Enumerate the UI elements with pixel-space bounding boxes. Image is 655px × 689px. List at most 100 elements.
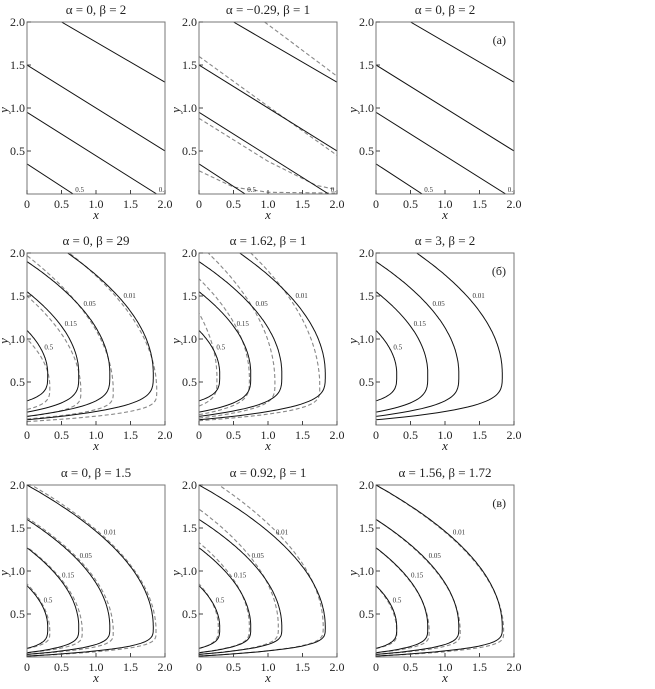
y-tick-label: 0.5 <box>182 607 197 621</box>
y-tick-label: 1.0 <box>359 101 374 115</box>
y-tick-label: 2.0 <box>182 246 197 260</box>
y-tick-label: 1.5 <box>10 521 25 535</box>
panel-title: α = 1.62, β = 1 <box>230 233 307 248</box>
contour-label: 0.15 <box>234 571 247 579</box>
solid-contour-0.01 <box>199 253 326 421</box>
contour-label: 0.05 <box>433 300 446 308</box>
contour-label: 0.15 <box>65 320 78 328</box>
panel-title: α = 0, β = 2 <box>66 2 127 17</box>
x-tick-label: 2.0 <box>158 197 173 211</box>
contour-label: 0.5 <box>44 596 53 604</box>
plot-area: 0.5 0.15 0.05 0.01 <box>199 485 326 657</box>
plot-area: 0.5 0.15 0.05 0.01 <box>199 22 352 194</box>
x-axis-label: x <box>264 670 271 684</box>
solid-contour-0.01 <box>199 485 326 657</box>
y-tick-label: 1.0 <box>182 101 197 115</box>
dashed-contour-0.05 <box>199 253 276 419</box>
x-axis-label: x <box>441 670 448 684</box>
dashed-contour-0.5 <box>27 583 51 649</box>
contour-label: 0.01 <box>339 74 352 82</box>
contour-label: 0.05 <box>252 552 265 560</box>
solid-contour-0.01 <box>233 22 337 83</box>
solid-contour-0.5 <box>27 163 74 194</box>
contour-label: 0.01 <box>516 74 529 82</box>
y-axis-label: y <box>168 570 183 578</box>
dashed-contour-0.01 <box>27 485 157 657</box>
x-tick-label: 1.5 <box>472 660 487 674</box>
contour-label: 0.05 <box>429 552 442 560</box>
solid-contour-0.5 <box>376 585 398 649</box>
x-tick-label: 1.5 <box>472 197 487 211</box>
contour-label: 0.5 <box>75 186 84 194</box>
x-axis-label: x <box>264 207 271 222</box>
chart-panel-5: α = 1.62, β = 1 0.5 0.15 0.05 0.01 0 0.5 1.0 1.5… <box>168 233 345 453</box>
y-tick-label: 1.5 <box>359 58 374 72</box>
plot-area: 0.5 0.15 0.05 0.01 <box>199 253 326 422</box>
x-tick-label: 1.5 <box>295 197 310 211</box>
x-tick-label: 1.5 <box>295 428 310 442</box>
y-tick-label: 2.0 <box>359 478 374 492</box>
x-tick-label: 0 <box>373 660 379 674</box>
solid-contour-0.05 <box>27 518 111 655</box>
solid-contour-0.01 <box>27 485 154 657</box>
x-tick-label: 1.5 <box>123 197 138 211</box>
solid-contour-0.05 <box>27 64 165 152</box>
contour-label: 0.5 <box>216 344 225 352</box>
x-tick-label: 2.0 <box>158 428 173 442</box>
y-tick-label: 2.0 <box>10 246 25 260</box>
x-tick-label: 0 <box>24 660 30 674</box>
solid-contour-0.15 <box>376 547 429 654</box>
y-tick-label: 2.0 <box>10 15 25 29</box>
dashed-contour-0.05 <box>376 518 461 655</box>
x-tick-label: 0.5 <box>54 197 69 211</box>
x-axis-label: x <box>92 207 99 222</box>
y-tick-label: 1.5 <box>182 58 197 72</box>
contour-label: 0.01 <box>104 528 117 536</box>
solid-contour-0.15 <box>27 111 157 194</box>
y-tick-label: 1.5 <box>182 521 197 535</box>
y-tick-label: 2.0 <box>182 478 197 492</box>
dashed-contour-0.5 <box>199 583 219 649</box>
y-axis-label: y <box>168 107 183 115</box>
solid-contour-0.15 <box>199 111 329 194</box>
plot-area: 0.5 0.15 0.05 0.01 <box>376 22 529 194</box>
chart-panel-3: α = 0, β = 2 0.5 0.15 0.05 0.01 0 0.5 1.0 1.5 2.0… <box>345 2 529 222</box>
x-axis-label: x <box>264 438 271 453</box>
y-axis-label: y <box>0 107 11 115</box>
chart-panel-9: α = 1.56, β = 1.72 0.5 0.15 0.05 0.01 0 0.5 1.0… <box>345 465 522 685</box>
plot-area: 0.5 0.15 0.05 0.01 <box>376 485 505 657</box>
y-tick-label: 0.5 <box>10 144 25 158</box>
contour-label: 0.05 <box>339 143 352 151</box>
chart-panel-4: α = 0, β = 29 0.5 0.15 0.05 0.01 0 0.5 1.0 1.5 2.… <box>0 233 173 453</box>
solid-contour-0.5 <box>376 330 398 402</box>
contour-label: 0.05 <box>84 300 97 308</box>
solid-contour-0.01 <box>376 485 503 657</box>
x-tick-label: 0 <box>373 428 379 442</box>
x-tick-label: 0 <box>24 428 30 442</box>
y-tick-label: 1.5 <box>10 289 25 303</box>
x-tick-label: 1.0 <box>261 197 276 211</box>
panel-letter: (а) <box>493 33 506 47</box>
y-axis-label: y <box>345 107 360 115</box>
x-tick-label: 2.0 <box>330 197 345 211</box>
dashed-contour-0.01 <box>27 253 158 423</box>
x-tick-label: 1.5 <box>123 428 138 442</box>
dashed-contour-0.5 <box>199 312 218 407</box>
contour-label: 0.05 <box>516 143 529 151</box>
y-tick-label: 1.0 <box>10 101 25 115</box>
x-tick-label: 0.5 <box>226 197 241 211</box>
x-tick-label: 1.0 <box>438 660 453 674</box>
contour-label: 0.5 <box>424 186 433 194</box>
panel-title: α = −0.29, β = 1 <box>226 2 310 17</box>
x-tick-label: 2.0 <box>507 428 522 442</box>
panel-title: α = 3, β = 2 <box>415 233 476 248</box>
y-tick-label: 0.5 <box>10 607 25 621</box>
chart-panel-7: α = 0, β = 1.5 0.5 0.15 0.05 0.01 0 0.5 1.0 1.5 2… <box>0 465 173 685</box>
contour-label: 0.15 <box>331 186 344 194</box>
x-tick-label: 1.0 <box>89 428 104 442</box>
y-tick-label: 1.0 <box>10 332 25 346</box>
contour-label: 0.5 <box>44 344 53 352</box>
plot-area: 0.5 0.15 0.05 0.01 <box>27 485 157 657</box>
contour-label: 0.15 <box>62 571 75 579</box>
